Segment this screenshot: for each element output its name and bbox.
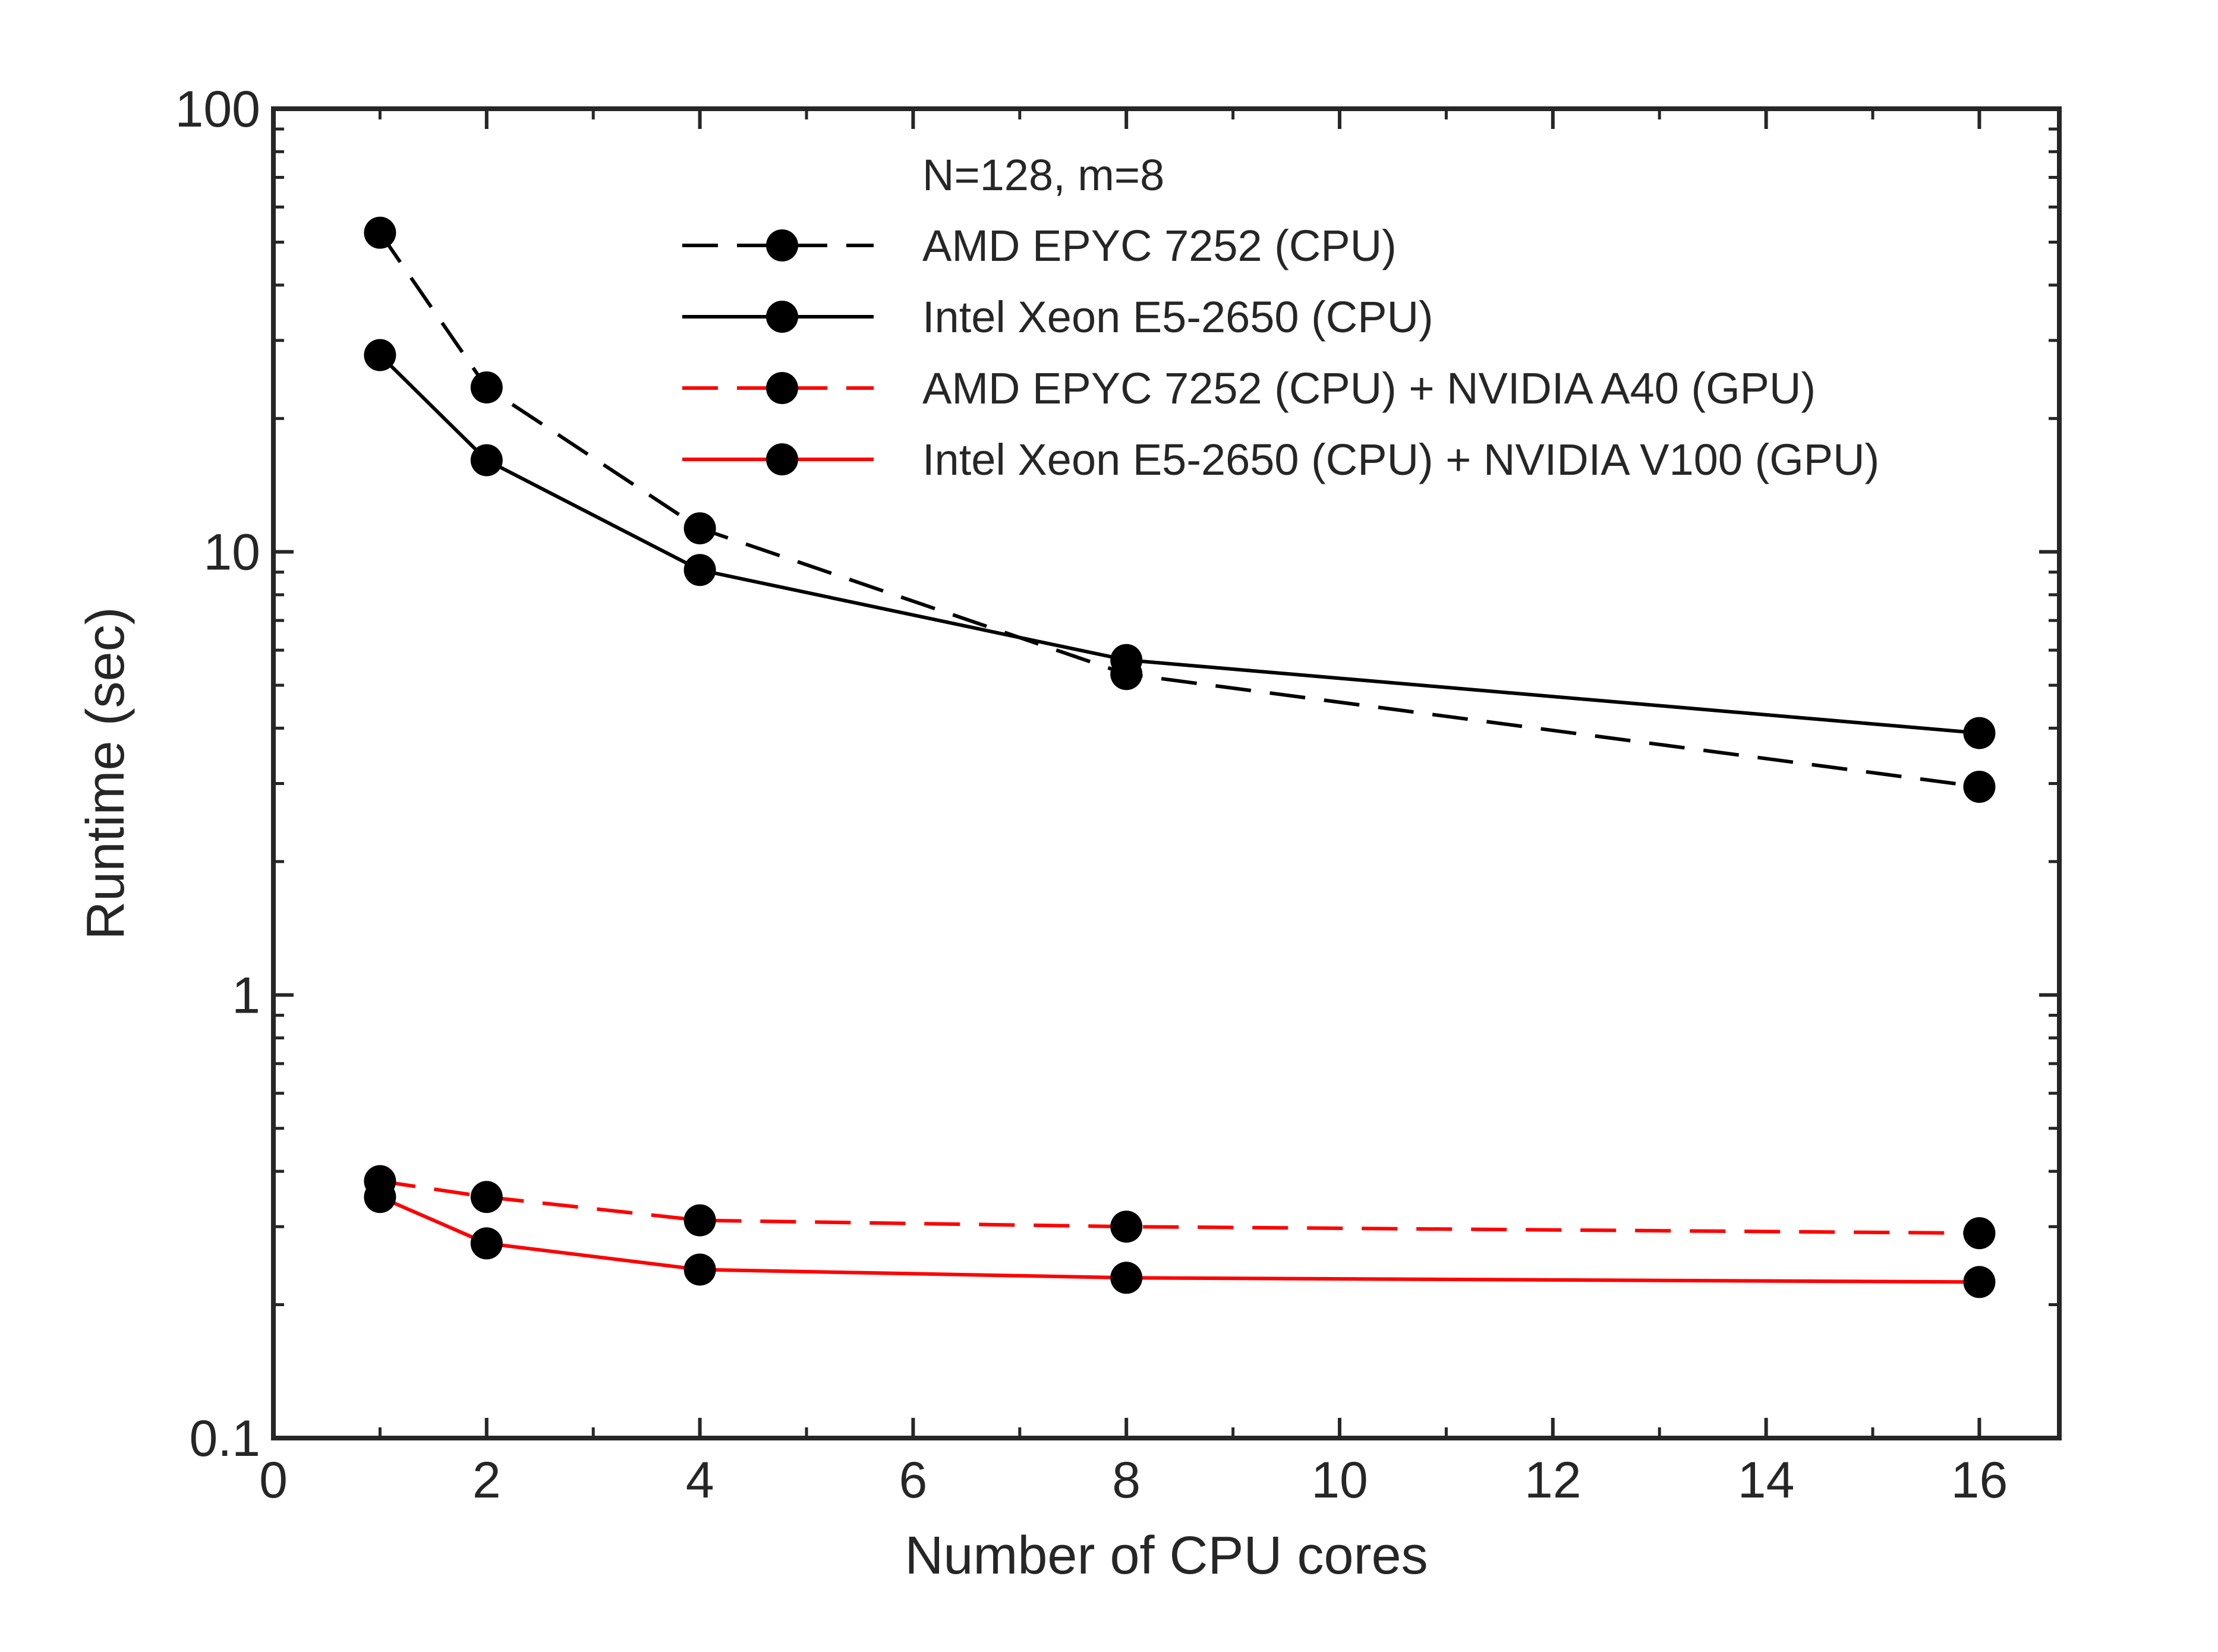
y-tick-label: 1 xyxy=(232,967,260,1024)
legend: N=128, m=8 AMD EPYC 7252 (CPU) Intel Xeon… xyxy=(682,150,1879,484)
x-tick-label: 8 xyxy=(1112,1452,1140,1509)
data-point xyxy=(364,1181,396,1213)
legend-marker xyxy=(766,443,798,475)
series-group xyxy=(364,1181,1996,1298)
data-point xyxy=(683,512,716,545)
series-group xyxy=(364,216,1996,803)
legend-marker xyxy=(766,301,798,333)
data-point xyxy=(1963,771,1996,803)
data-point xyxy=(1110,1210,1143,1243)
legend-label: Intel Xeon E5-2650 (CPU) + NVIDIA V100 (… xyxy=(922,435,1879,484)
legend-entry: AMD EPYC 7252 (CPU) xyxy=(682,221,1397,270)
data-point xyxy=(683,554,716,587)
series-line xyxy=(379,1179,1980,1235)
series-group xyxy=(364,339,1996,749)
data-point xyxy=(470,1227,503,1260)
data-point xyxy=(1110,1262,1143,1294)
legend-entry: Intel Xeon E5-2650 (CPU) + NVIDIA V100 (… xyxy=(682,435,1879,484)
x-tick-label: 12 xyxy=(1524,1452,1581,1509)
data-point xyxy=(1963,1217,1996,1250)
y-tick-label: 0.1 xyxy=(189,1410,260,1467)
tick-labels: 0 2 4 6 8 10 12 14 16 0.1 1 10 100 xyxy=(175,81,2008,1509)
legend-label: Intel Xeon E5-2650 (CPU) xyxy=(922,292,1433,342)
x-axis-title: Number of CPU cores xyxy=(905,1526,1428,1585)
legend-marker xyxy=(766,229,798,261)
data-point xyxy=(364,216,396,249)
y-tick-label: 10 xyxy=(203,524,260,581)
x-tick-label: 6 xyxy=(899,1452,927,1509)
data-point xyxy=(683,1204,716,1237)
legend-entry: Intel Xeon E5-2650 (CPU) xyxy=(682,292,1433,342)
data-point xyxy=(1963,717,1996,749)
data-point xyxy=(1110,644,1143,676)
x-tick-label: 0 xyxy=(259,1452,288,1509)
legend-entry: AMD EPYC 7252 (CPU) + NVIDIA A40 (GPU) xyxy=(682,364,1816,413)
data-point xyxy=(1963,1266,1996,1298)
y-axis-title: Runtime (sec) xyxy=(76,607,136,940)
legend-marker xyxy=(766,372,798,404)
data-point xyxy=(470,1181,503,1213)
legend-label: AMD EPYC 7252 (CPU) + NVIDIA A40 (GPU) xyxy=(922,364,1816,413)
x-tick-label: 10 xyxy=(1311,1452,1368,1509)
data-point xyxy=(470,371,503,403)
x-tick-label: 14 xyxy=(1738,1452,1795,1509)
data-point xyxy=(683,1253,716,1286)
x-tick-label: 16 xyxy=(1951,1452,2008,1509)
legend-label: AMD EPYC 7252 (CPU) xyxy=(922,221,1397,270)
plot-frame xyxy=(271,106,2062,1440)
x-tick-label: 2 xyxy=(472,1452,501,1509)
data-point xyxy=(470,444,503,477)
data-point xyxy=(364,339,396,371)
series-layer xyxy=(364,216,1996,1298)
legend-title: N=128, m=8 xyxy=(922,150,1164,200)
x-tick-label: 4 xyxy=(686,1452,714,1509)
y-tick-label: 100 xyxy=(175,81,261,138)
